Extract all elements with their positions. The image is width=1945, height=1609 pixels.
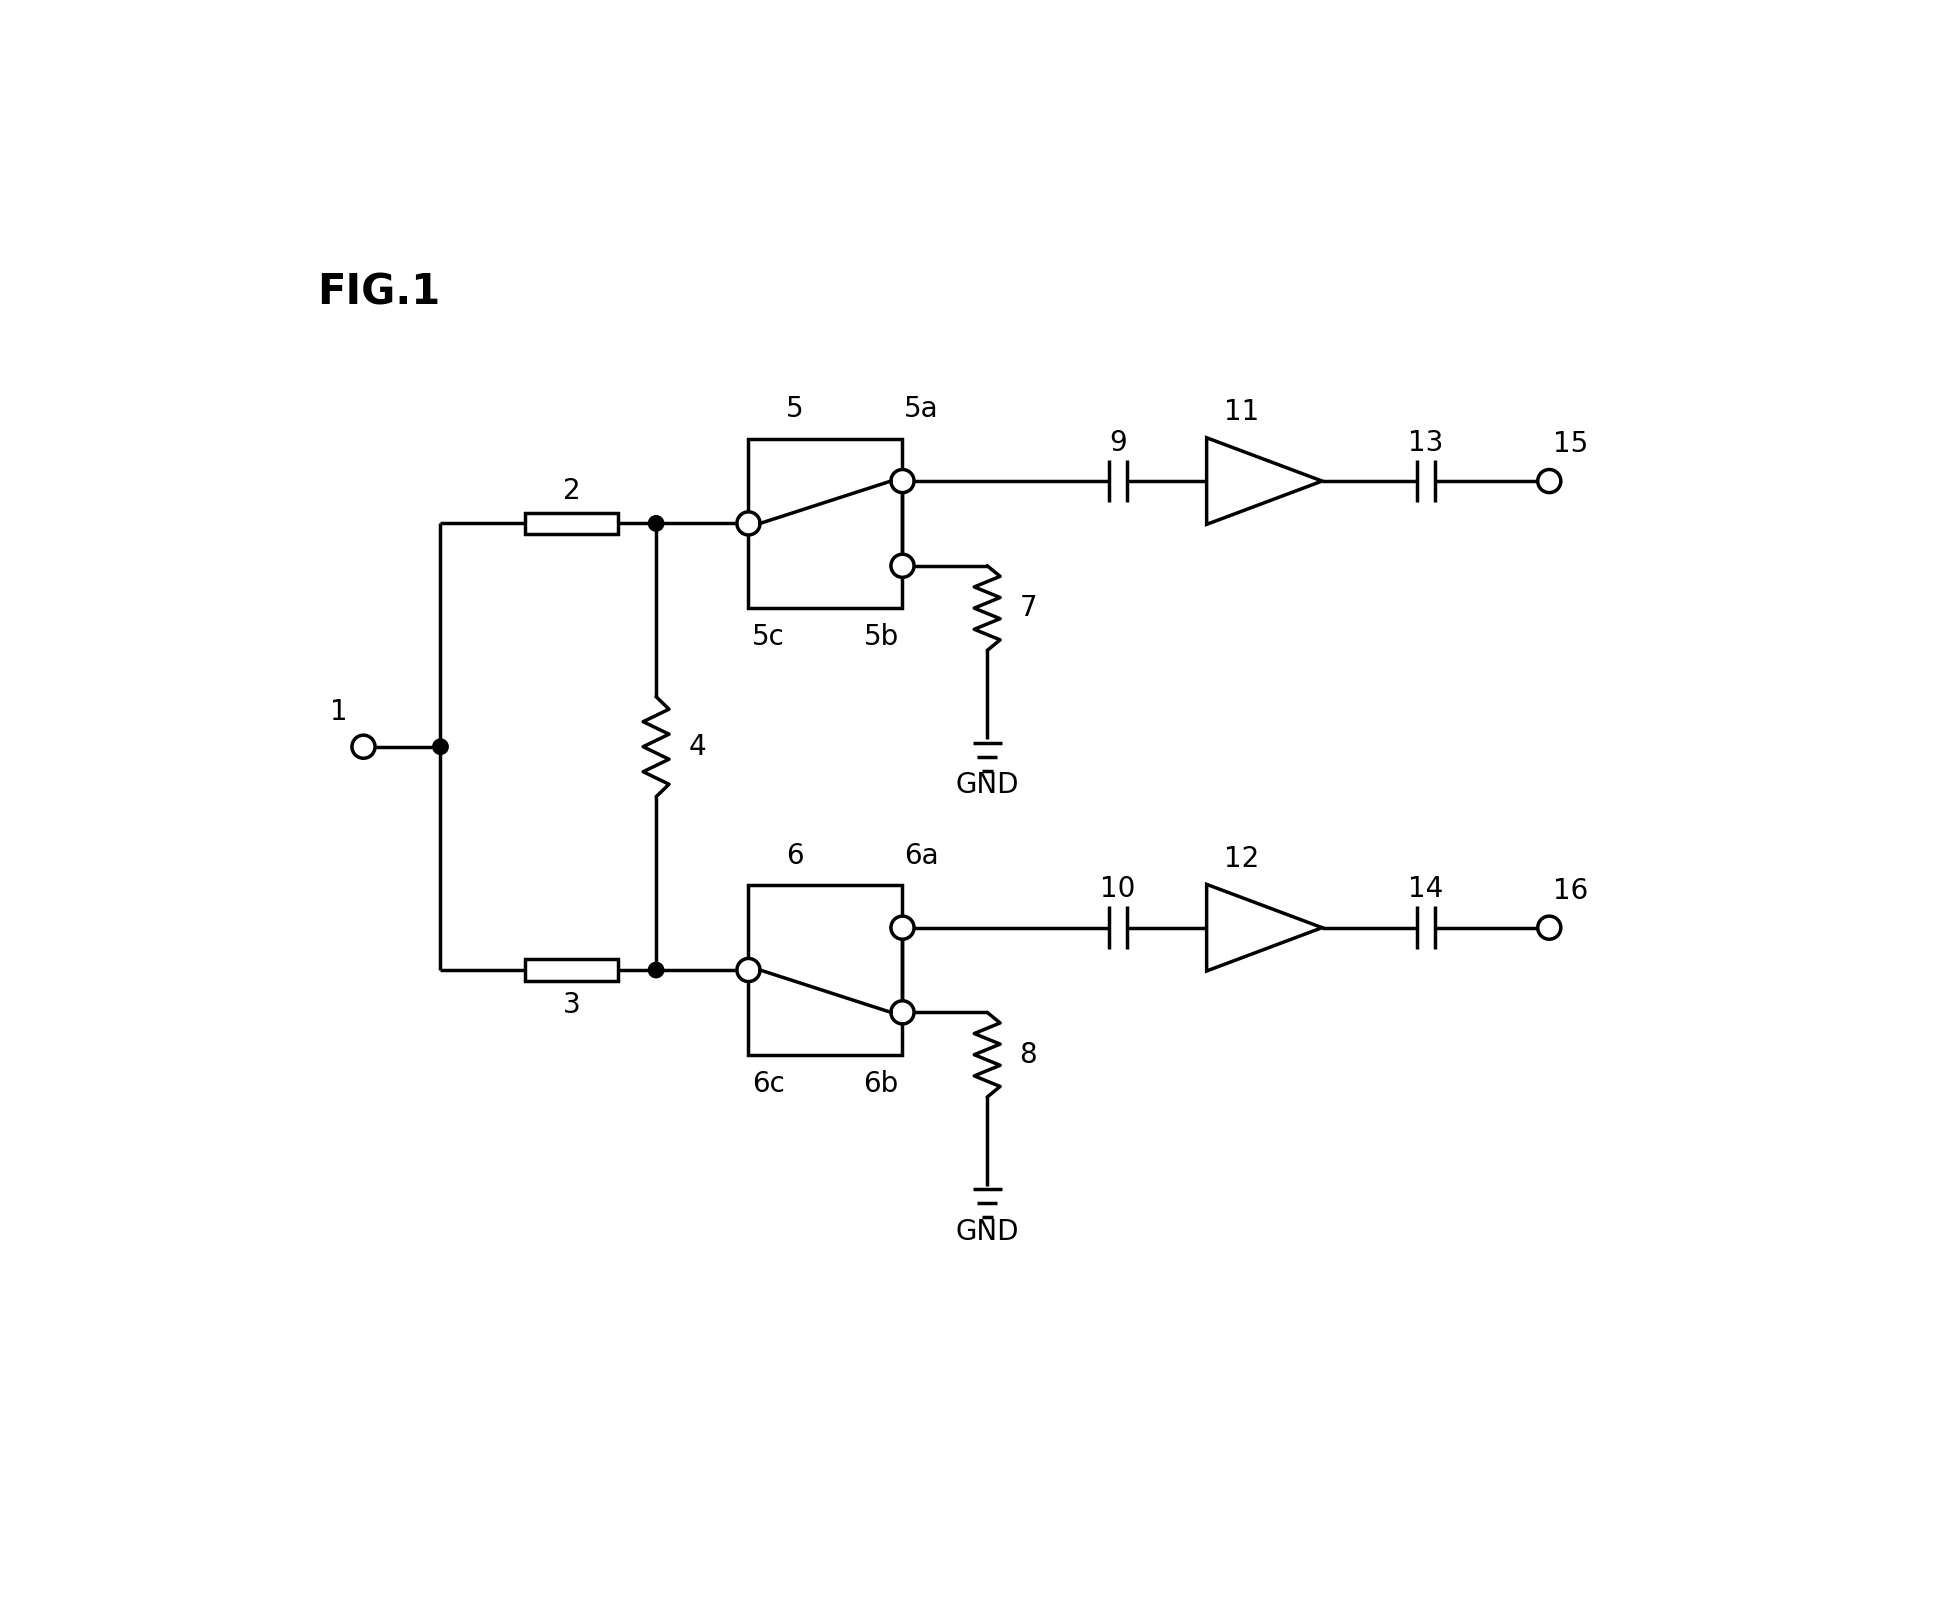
Text: 1: 1	[331, 698, 348, 726]
Text: 6: 6	[786, 842, 803, 870]
Circle shape	[1538, 470, 1560, 492]
Text: FIG.1: FIG.1	[317, 272, 440, 314]
Polygon shape	[1206, 438, 1323, 525]
Text: 6a: 6a	[904, 842, 939, 870]
Text: 15: 15	[1554, 430, 1589, 459]
Circle shape	[891, 470, 914, 492]
Text: 3: 3	[562, 991, 580, 1020]
Text: 12: 12	[1223, 845, 1258, 872]
Bar	[749, 885, 902, 1056]
Text: 4: 4	[689, 732, 706, 761]
Circle shape	[434, 739, 447, 755]
Circle shape	[891, 1001, 914, 1023]
Text: 11: 11	[1223, 397, 1258, 426]
Circle shape	[352, 735, 375, 758]
Text: 14: 14	[1408, 875, 1443, 903]
Circle shape	[737, 959, 760, 981]
Text: GND: GND	[955, 771, 1019, 800]
Text: 5a: 5a	[904, 396, 939, 423]
Text: 9: 9	[1109, 428, 1126, 457]
Text: 5c: 5c	[753, 623, 786, 652]
Bar	[525, 513, 619, 534]
Polygon shape	[1206, 885, 1323, 970]
Text: 7: 7	[1019, 594, 1037, 623]
Text: 2: 2	[562, 478, 580, 505]
Circle shape	[737, 512, 760, 534]
Text: 8: 8	[1019, 1041, 1037, 1068]
Text: 5b: 5b	[864, 623, 899, 652]
Circle shape	[1538, 916, 1560, 940]
Circle shape	[891, 553, 914, 578]
Text: 6c: 6c	[753, 1070, 786, 1097]
Text: 10: 10	[1101, 875, 1136, 903]
Text: 16: 16	[1554, 877, 1589, 904]
Text: GND: GND	[955, 1218, 1019, 1245]
Text: 5: 5	[786, 396, 803, 423]
Bar	[525, 959, 619, 981]
Circle shape	[891, 916, 914, 940]
Circle shape	[648, 516, 663, 531]
Bar	[749, 439, 902, 608]
Circle shape	[648, 962, 663, 978]
Text: 6b: 6b	[864, 1070, 899, 1097]
Text: 13: 13	[1408, 428, 1443, 457]
